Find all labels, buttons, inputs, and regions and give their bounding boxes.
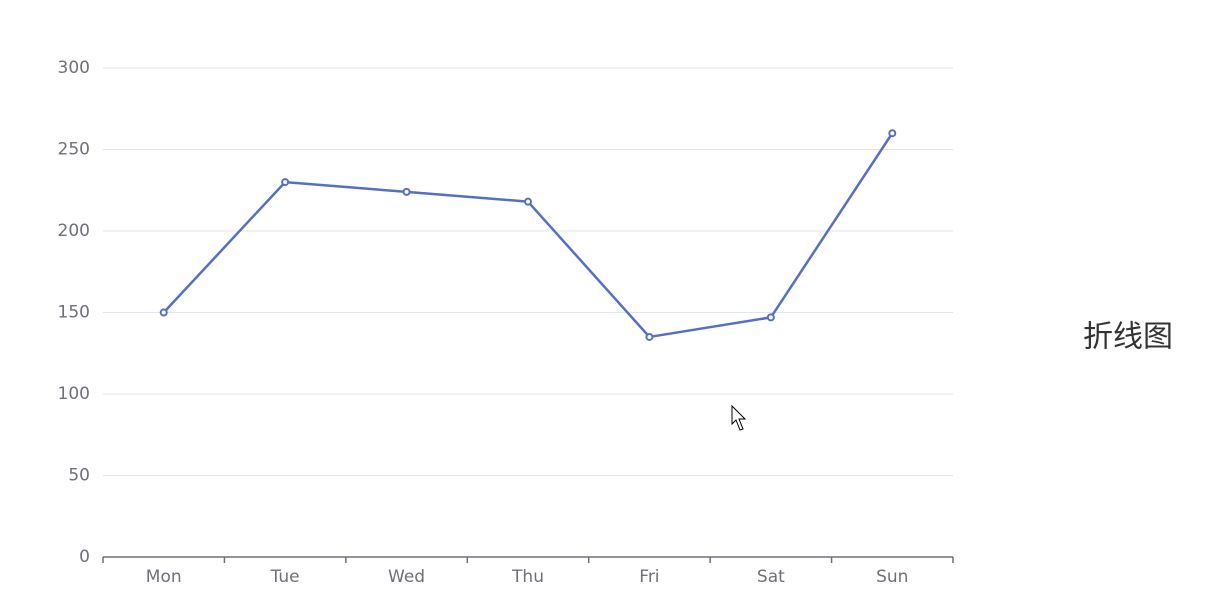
x-tick-label: Thu (511, 567, 544, 587)
y-tick-label: 50 (68, 466, 90, 486)
y-tick-label: 150 (58, 303, 90, 323)
cursor (731, 404, 747, 431)
point (159, 308, 168, 317)
x-tick-label: Fri (639, 567, 659, 587)
y-tick-label: 300 (58, 58, 90, 78)
x-tick-label: Mon (146, 567, 182, 587)
point (645, 332, 654, 341)
y-tick-label: 250 (58, 140, 90, 160)
line (162, 132, 894, 339)
point (402, 187, 411, 196)
caption: 折线图 (1083, 320, 1173, 355)
point (766, 313, 775, 322)
y-tick-label: 0 (79, 547, 90, 567)
point (888, 129, 897, 138)
point (524, 197, 532, 206)
x-tick-label: Sun (876, 567, 908, 587)
x-tick-label: Tue (270, 567, 300, 587)
x-tick-label: Sat (757, 567, 785, 587)
y-tick-label: 200 (58, 221, 90, 241)
point (281, 178, 290, 187)
y-tick-label: 100 (58, 384, 90, 404)
x-tick-label: Wed (388, 567, 425, 587)
